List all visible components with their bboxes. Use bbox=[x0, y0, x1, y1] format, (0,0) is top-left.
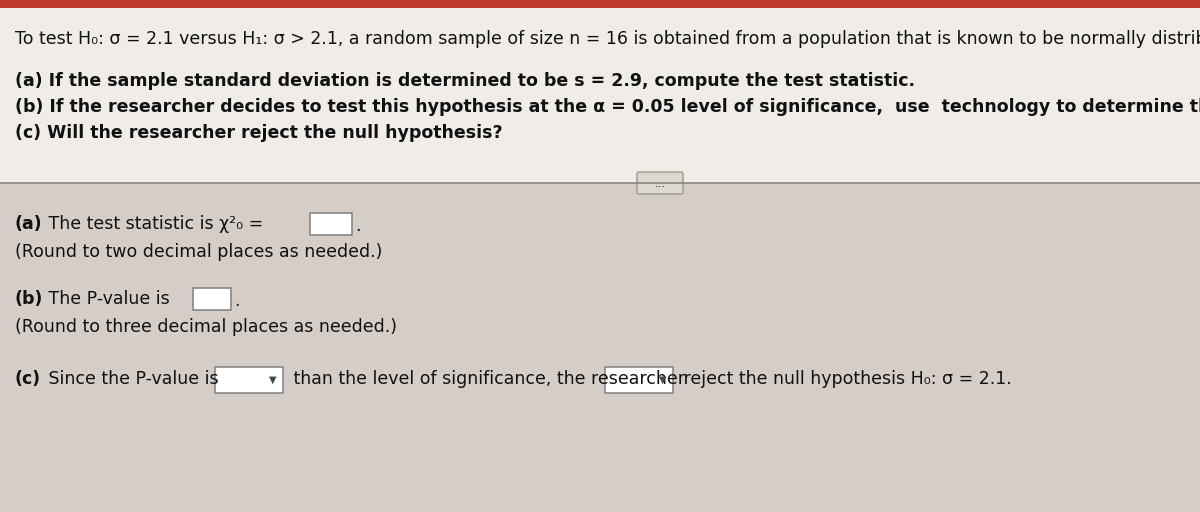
Bar bbox=[0, 8, 1200, 183]
Text: than the level of significance, the researcher: than the level of significance, the rese… bbox=[288, 370, 690, 388]
Text: (c) Will the researcher reject the null hypothesis?: (c) Will the researcher reject the null … bbox=[14, 124, 503, 142]
Text: reject the null hypothesis H₀: σ = 2.1.: reject the null hypothesis H₀: σ = 2.1. bbox=[678, 370, 1012, 388]
Text: (Round to two decimal places as needed.): (Round to two decimal places as needed.) bbox=[14, 243, 383, 261]
Text: Since the P-value is: Since the P-value is bbox=[43, 370, 224, 388]
Text: (a) If the sample standard deviation is determined to be s = 2.9, compute the te: (a) If the sample standard deviation is … bbox=[14, 72, 916, 90]
Text: .: . bbox=[355, 217, 360, 235]
Text: .: . bbox=[234, 292, 240, 310]
Text: (b) If the researcher decides to test this hypothesis at the α = 0.05 level of s: (b) If the researcher decides to test th… bbox=[14, 98, 1200, 116]
FancyBboxPatch shape bbox=[637, 172, 683, 194]
Text: ...: ... bbox=[654, 179, 666, 189]
Text: (Round to three decimal places as needed.): (Round to three decimal places as needed… bbox=[14, 318, 397, 336]
Bar bbox=[215, 367, 283, 393]
Text: ▼: ▼ bbox=[269, 375, 277, 385]
Bar bbox=[0, 183, 1200, 512]
Text: (c): (c) bbox=[14, 370, 41, 388]
Text: The P-value is: The P-value is bbox=[43, 290, 175, 308]
Bar bbox=[0, 0, 1200, 8]
Bar bbox=[310, 213, 352, 235]
Text: (a): (a) bbox=[14, 215, 43, 233]
Text: (b): (b) bbox=[14, 290, 43, 308]
Text: ▼: ▼ bbox=[659, 375, 667, 385]
Text: To test H₀: σ = 2.1 versus H₁: σ > 2.1, a random sample of size n = 16 is obtain: To test H₀: σ = 2.1 versus H₁: σ > 2.1, … bbox=[14, 30, 1200, 48]
Bar bbox=[605, 367, 673, 393]
Text: The test statistic is χ²₀ =: The test statistic is χ²₀ = bbox=[43, 215, 269, 233]
Bar bbox=[193, 288, 230, 310]
